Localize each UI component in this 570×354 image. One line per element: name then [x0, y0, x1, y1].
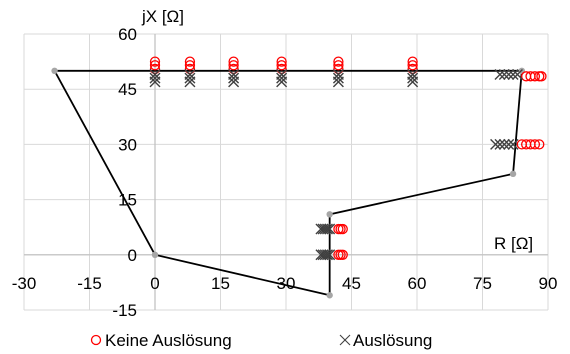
keine-ausloesung-point [536, 71, 547, 82]
keine-ausloesung-point [228, 63, 239, 75]
keine-ausloesung-point [228, 60, 239, 71]
zone-vertex-point [326, 292, 333, 299]
keine-ausloesung-point [276, 63, 287, 75]
keine-ausloesung-point [335, 223, 346, 235]
grid-lines [23, 33, 549, 311]
ausloesung-point [511, 68, 523, 80]
keine-ausloesung-point [407, 60, 418, 71]
x-tick-label: 45 [342, 274, 361, 293]
keine-ausloesung-point [184, 56, 196, 67]
ausloesung-point [507, 138, 519, 150]
ausloesung-point [319, 249, 331, 261]
keine-ausloesung-point [276, 56, 287, 67]
legend-x-marker [339, 334, 351, 346]
ausloesung-point [324, 223, 336, 235]
zone-boundary-line [53, 69, 523, 297]
y-axis-title: jX [Ω] [141, 7, 184, 26]
keine-ausloesung-point [407, 56, 418, 67]
keine-ausloesung-point [407, 63, 418, 75]
legend: Keine Auslösung Auslösung [90, 331, 432, 350]
zone-vertex-point [509, 170, 517, 178]
ausloesung-point [228, 76, 240, 88]
ausloesung-point [319, 223, 331, 235]
x-tick-label: 60 [408, 274, 427, 293]
ausloesung-point [276, 76, 288, 88]
y-tick-label: 60 [118, 25, 137, 44]
axes [24, 34, 548, 310]
ausloesung-point [498, 138, 510, 150]
keine-ausloesung-point [184, 63, 196, 75]
x-tick-label: 0 [150, 274, 159, 293]
ausloesung-point [149, 76, 161, 88]
y-tick-label: 45 [118, 80, 137, 99]
keine-ausloesung-point [149, 60, 161, 71]
zone-vertex-point [151, 251, 159, 258]
x-tick-label: -30 [12, 274, 37, 293]
keine-ausloesung-point [534, 139, 545, 150]
y-tick-label: 30 [118, 135, 137, 154]
ausloesung-point [498, 68, 510, 80]
ausloesung-point [276, 72, 288, 84]
x-axis-title: R [Ω] [494, 234, 533, 253]
keine-ausloesung-point [184, 60, 196, 71]
data-marks [149, 56, 547, 261]
zone-vertex-point [51, 67, 58, 75]
ausloesung-point [184, 72, 196, 84]
ausloesung-point [490, 138, 502, 150]
legend-label-keine-ausloesung: Keine Auslösung [105, 331, 232, 350]
keine-ausloesung-point [337, 249, 348, 260]
ausloesung-point [407, 76, 419, 88]
ausloesung-point [324, 249, 336, 261]
keine-ausloesung-point [333, 56, 344, 67]
keine-ausloesung-point [149, 56, 161, 67]
ausloesung-point [407, 72, 419, 84]
zone-vertex-point [326, 211, 333, 218]
keine-ausloesung-point [333, 63, 344, 75]
ausloesung-point [503, 138, 515, 150]
legend-circle-marker [90, 334, 102, 346]
x-tick-label: 30 [277, 274, 296, 293]
ausloesung-point [321, 249, 333, 261]
ausloesung-point [184, 76, 196, 88]
y-tick-label: -15 [112, 301, 137, 320]
y-tick-label: 0 [128, 246, 137, 265]
tick-labels: -30 -15 0 15 30 45 60 75 90 -15 0 15 30 45 60 [12, 25, 558, 320]
ausloesung-point [149, 72, 161, 84]
ausloesung-point [332, 72, 344, 84]
x-tick-label: -15 [77, 274, 102, 293]
keine-ausloesung-point [529, 71, 541, 82]
keine-ausloesung-point [228, 56, 239, 67]
keine-ausloesung-point [333, 60, 344, 71]
keine-ausloesung-point [529, 139, 541, 150]
keine-ausloesung-point [149, 63, 161, 75]
x-tick-label: 75 [473, 274, 492, 293]
ausloesung-point [494, 138, 506, 150]
keine-ausloesung-point [337, 223, 348, 235]
keine-ausloesung-point [276, 60, 287, 71]
zone-polygon [51, 67, 525, 299]
x-tick-label: 90 [539, 274, 558, 293]
x-tick-label: 15 [211, 274, 230, 293]
ausloesung-point [507, 68, 519, 80]
ausloesung-point [494, 68, 506, 80]
ausloesung-point [503, 68, 515, 80]
y-tick-label: 15 [118, 191, 137, 210]
ausloesung-point [321, 223, 333, 235]
ausloesung-point [228, 72, 240, 84]
ausloesung-point [332, 76, 344, 88]
legend-label-ausloesung: Auslösung [353, 331, 432, 350]
